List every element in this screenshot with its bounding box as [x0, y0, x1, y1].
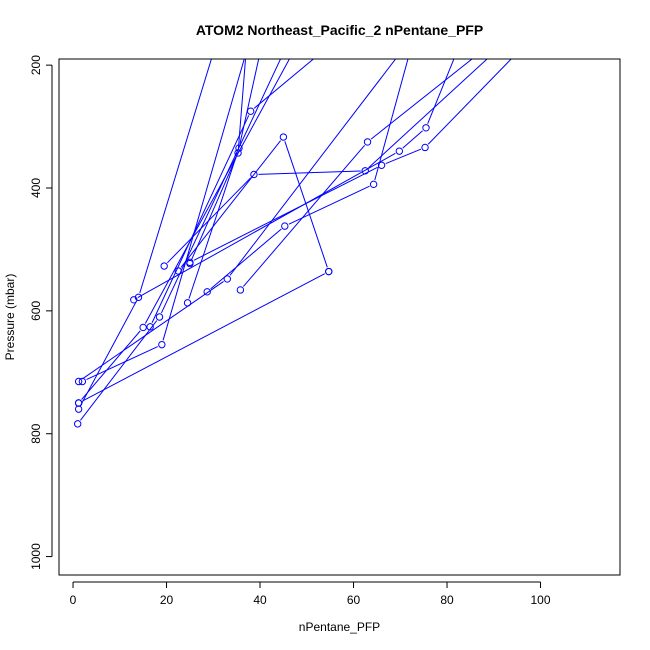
data-point — [130, 296, 138, 304]
plot-frame — [58, 58, 621, 576]
data-point — [74, 420, 82, 428]
data-point — [281, 222, 289, 230]
y-tick-label: 400 — [29, 178, 43, 198]
series-line-segment — [80, 301, 137, 406]
series-line-segment — [162, 59, 245, 341]
y-axis: 200 400 600 800 1000 — [29, 55, 53, 570]
series-line-segment — [258, 170, 361, 175]
x-tick-label: 40 — [253, 593, 267, 607]
chart-title: ATOM2 Northeast_Pacific_2 nPentane_PFP — [196, 22, 483, 38]
series-line-segment — [284, 141, 328, 268]
series-line-segment — [229, 59, 397, 276]
data-point — [174, 267, 182, 275]
data-point — [325, 267, 333, 276]
series-line-segment — [242, 145, 365, 287]
data-point — [250, 170, 258, 179]
data-point — [422, 124, 430, 132]
data-point — [223, 275, 232, 283]
data-point — [183, 299, 192, 307]
x-tick-label: 0 — [70, 593, 77, 607]
series-line-segment — [86, 346, 158, 381]
series-line-segment — [82, 281, 224, 380]
x-tick-label: 60 — [347, 593, 361, 607]
y-tick-label: 600 — [29, 301, 43, 321]
data-point — [395, 147, 404, 155]
series-line-segment — [374, 59, 409, 181]
data-point — [160, 262, 168, 270]
data-point — [74, 399, 83, 407]
series-line-segment — [166, 177, 252, 264]
plot-points — [74, 107, 430, 428]
series-line-segment — [427, 59, 512, 145]
data-point — [155, 313, 164, 321]
series-line-segment — [139, 59, 212, 294]
y-tick-label: 1000 — [29, 543, 43, 570]
data-point — [279, 133, 288, 141]
series-line-segment — [144, 59, 290, 324]
series-line-segment — [188, 152, 239, 299]
series-line-segment — [193, 166, 378, 261]
data-point — [363, 138, 372, 146]
data-point — [186, 258, 194, 267]
data-point — [361, 167, 369, 175]
data-point — [235, 144, 243, 152]
series-line-segment — [402, 130, 423, 149]
series-line-segment — [385, 148, 422, 165]
series-line-segment — [253, 59, 315, 109]
data-point — [377, 161, 386, 169]
data-point — [234, 149, 242, 157]
series-line-segment — [82, 273, 325, 402]
series-line-segment — [151, 115, 250, 323]
series-line-segment — [368, 59, 488, 169]
y-tick-label: 800 — [29, 423, 43, 443]
data-point — [74, 377, 83, 386]
data-point — [421, 143, 429, 152]
data-point — [78, 377, 87, 386]
data-point — [158, 340, 166, 349]
x-tick-label: 20 — [160, 593, 174, 607]
y-axis-label: Pressure (mbar) — [3, 274, 17, 361]
series-line-segment — [81, 330, 141, 400]
series-line-segment — [237, 59, 247, 149]
series-line-segment — [239, 59, 260, 144]
x-axis-label: nPentane_PFP — [299, 620, 380, 634]
data-point — [203, 288, 211, 296]
data-point — [236, 286, 245, 294]
data-point — [139, 323, 147, 332]
y-tick-label: 200 — [29, 55, 43, 75]
x-tick-label: 100 — [531, 593, 551, 607]
data-point — [146, 323, 154, 331]
x-tick-label: 80 — [440, 593, 454, 607]
series-line-segment — [80, 320, 158, 421]
x-axis: 0 20 40 60 80 100 — [70, 581, 551, 607]
series-line-segment — [370, 59, 473, 140]
series-line-segment — [210, 228, 282, 290]
data-point — [246, 107, 255, 115]
series-line-segment — [427, 59, 455, 124]
series-line-segment — [191, 156, 237, 260]
data-point — [369, 180, 378, 189]
